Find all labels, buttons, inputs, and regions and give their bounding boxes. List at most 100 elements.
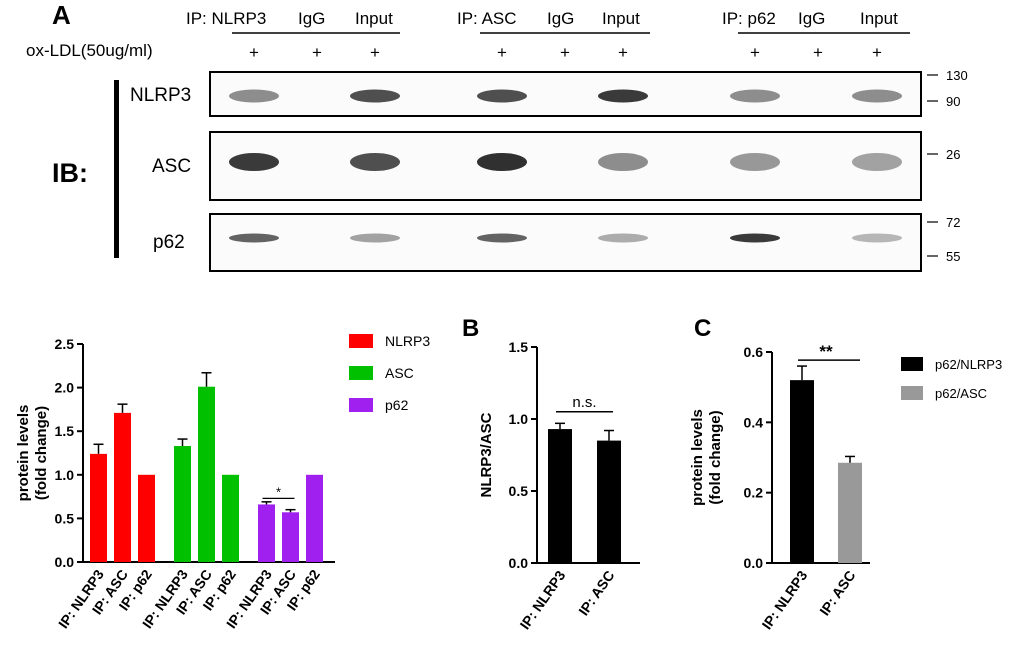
ib-bracket [114,80,119,258]
chart-c-p62-ratio: C p62/NLRP3 p62/ASC 0.0 0.2 0.4 0.6 protein l… [689,315,1002,632]
ip-label: IP: NLRP3 [186,9,266,28]
chart-c-legend: p62/NLRP3 p62/ASC [901,357,1002,401]
legend-swatch [901,386,923,400]
plus-mark: + [872,43,882,62]
chart-fold-change-by-ip: NLRP3 ASC p62 0.0 0.5 1.0 1.5 2.0 2.5 protein le… [15,333,430,631]
chart1-y-tick-label: 0.5 [55,510,75,526]
blot-band [730,233,780,243]
chart1-bar [114,412,131,562]
chart1-y-axis-label: protein levels [15,405,32,502]
blot-band [852,89,902,103]
chart1-significance-label: * [276,484,281,499]
mw-label: 90 [946,94,960,109]
plus-mark: + [370,43,380,62]
blot-name-p62: p62 [153,232,185,253]
chart-b-y-axis-label: NLRP3/ASC [478,412,495,497]
legend-swatch [901,357,923,371]
legend-label: ASC [385,365,414,381]
blot-name-asc: ASC [152,156,191,177]
ip-label: IP: ASC [457,9,517,28]
chart-c-y-tick-label: 0.6 [744,344,764,360]
chart1-bar [258,504,275,562]
chart-b-significance-label: n.s. [572,394,596,411]
chart1-bar [138,474,155,562]
chart1-bar [222,474,239,562]
blot-band [852,233,902,243]
ip-group-header-p62: IP: p62 IgG Input [722,9,910,34]
blot-band [350,153,400,171]
legend-label: p62/NLRP3 [935,357,1002,372]
plus-mark: + [560,43,570,62]
mw-label: 130 [946,68,968,83]
blot-band [229,233,279,243]
chart-c-y-axis-label: protein levels [689,409,706,506]
chart1-bar [282,512,299,562]
ib-label: IB: [52,158,88,188]
blot-band [598,233,648,243]
blot-band [229,153,279,171]
chart-c-y-tick-label: 0.0 [744,555,764,571]
mw-label: 72 [946,215,960,230]
mw-label: 55 [946,249,960,264]
legend-swatch [349,334,373,348]
chart1-y-tick-label: 0.0 [55,554,75,570]
blot-name-nlrp3: NLRP3 [130,85,191,106]
chart1-bar [90,453,107,562]
plus-mark: + [750,43,760,62]
blot-band [730,89,780,103]
ip-group-header-asc: IP: ASC IgG Input [457,9,650,34]
western-blot-panel: A ox-LDL(50ug/ml) IP: NLRP3 IgG Input IP… [26,0,968,272]
chart-b-y-tick-label: 0.0 [509,555,529,571]
plus-mark: + [312,43,322,62]
blot-band [730,153,780,171]
chart-c-bar [790,380,814,563]
blot-band [598,89,648,103]
chart-c-y-tick-label: 0.4 [744,414,764,430]
panel-a-letter: A [52,0,71,30]
chart1-legend: NLRP3 ASC p62 [349,333,430,413]
chart1-y-tick-label: 1.0 [55,467,75,483]
chart-b-x-tick-label: IP: ASC [575,568,617,619]
chart-b-bar [548,429,572,563]
chart-b-x-tick-label: IP: NLRP3 [517,567,569,632]
chart-b-bar [597,440,621,563]
blot-band [477,89,527,103]
chart-b-y-tick-label: 1.5 [509,339,529,355]
blot-bands [229,89,902,243]
ip-label: IP: p62 [722,9,776,28]
input-label: Input [355,9,393,28]
mw-markers: 130 90 26 72 55 [927,68,968,264]
treatment-label: ox-LDL(50ug/ml) [26,41,153,60]
chart-c-bar [838,462,862,563]
blot-band [477,153,527,171]
treatment-marks: + + + + + + + + + [249,43,882,62]
ip-group-header-nlrp3: IP: NLRP3 IgG Input [186,9,400,34]
legend-swatch [349,366,373,380]
blot-frame-asc [209,131,922,201]
chart-c-y-axis-label: (fold change) [707,410,724,504]
chart1-bar [198,386,215,562]
igg-label: IgG [298,9,325,28]
input-label: Input [860,9,898,28]
chart-b-y-tick-label: 1.0 [509,411,529,427]
chart1-bar [174,446,191,562]
chart1-y-tick-label: 2.5 [55,336,75,352]
blot-band [598,153,648,171]
igg-label: IgG [798,9,825,28]
chart-c-significance-label: ** [819,342,833,361]
blot-frame-p62 [209,213,922,272]
legend-swatch [349,398,373,412]
blot-band [350,233,400,243]
input-label: Input [602,9,640,28]
chart1-bar [306,474,323,562]
blot-frame-nlrp3 [209,71,922,117]
chart-c-y-tick-label: 0.2 [744,485,764,501]
chart-c-x-tick-label: IP: NLRP3 [759,567,811,632]
chart1-y-tick-label: 1.5 [55,423,75,439]
plus-mark: + [618,43,628,62]
panel-c-letter: C [694,315,711,342]
chart-c-x-tick-label: IP: ASC [816,568,858,619]
plus-mark: + [813,43,823,62]
chart-b-nlrp3-asc: B 0.0 0.5 1.0 1.5 NLRP3/ASC IP: NLRP3 IP: ASC n… [462,315,640,632]
chart-b-y-tick-label: 0.5 [509,483,529,499]
